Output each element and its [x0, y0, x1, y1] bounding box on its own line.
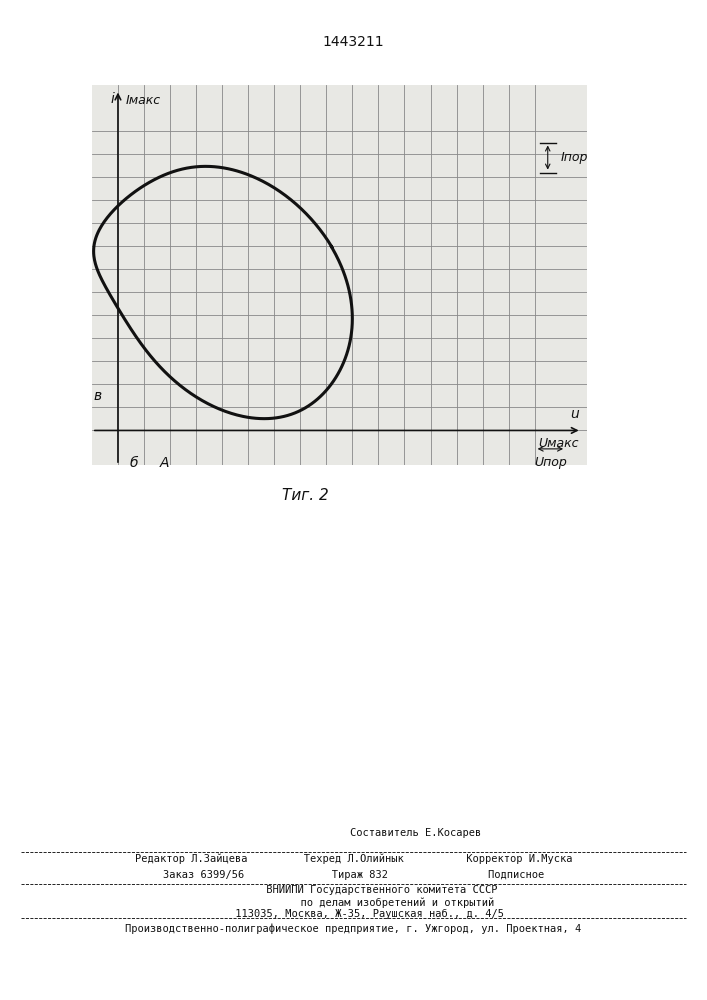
- Text: Производственно-полиграфическое предприятие, г. Ужгород, ул. Проектная, 4: Производственно-полиграфическое предприя…: [125, 924, 582, 934]
- Text: u: u: [571, 407, 579, 421]
- Text: 1443211: 1443211: [322, 35, 385, 49]
- Text: Iпор: Iпор: [561, 151, 588, 164]
- Text: Заказ 6399/56              Тираж 832                Подписное: Заказ 6399/56 Тираж 832 Подписное: [163, 870, 544, 880]
- Text: Uпор: Uпор: [534, 456, 567, 469]
- Text: Τиг. 2: Τиг. 2: [282, 488, 329, 503]
- Text: i: i: [110, 92, 114, 106]
- Text: в: в: [93, 389, 101, 403]
- Text: Составитель Е.Косарев: Составитель Е.Косарев: [226, 828, 481, 838]
- Text: Редактор Л.Зайцева         Техред Л.Олийнык          Корректор И.Муска: Редактор Л.Зайцева Техред Л.Олийнык Корр…: [135, 854, 572, 864]
- Text: 113035, Москва, Ж-35, Раушская наб., д. 4/5: 113035, Москва, Ж-35, Раушская наб., д. …: [204, 909, 503, 919]
- Text: Uмакс: Uмакс: [539, 437, 579, 450]
- Text: Iмакс: Iмакс: [126, 94, 161, 107]
- Text: ВНИИПИ Государственного комитета СССР: ВНИИПИ Государственного комитета СССР: [210, 885, 497, 895]
- Text: по делам изобретений и открытий: по делам изобретений и открытий: [213, 897, 494, 908]
- Text: А: А: [160, 456, 170, 470]
- Text: б: б: [129, 456, 138, 470]
